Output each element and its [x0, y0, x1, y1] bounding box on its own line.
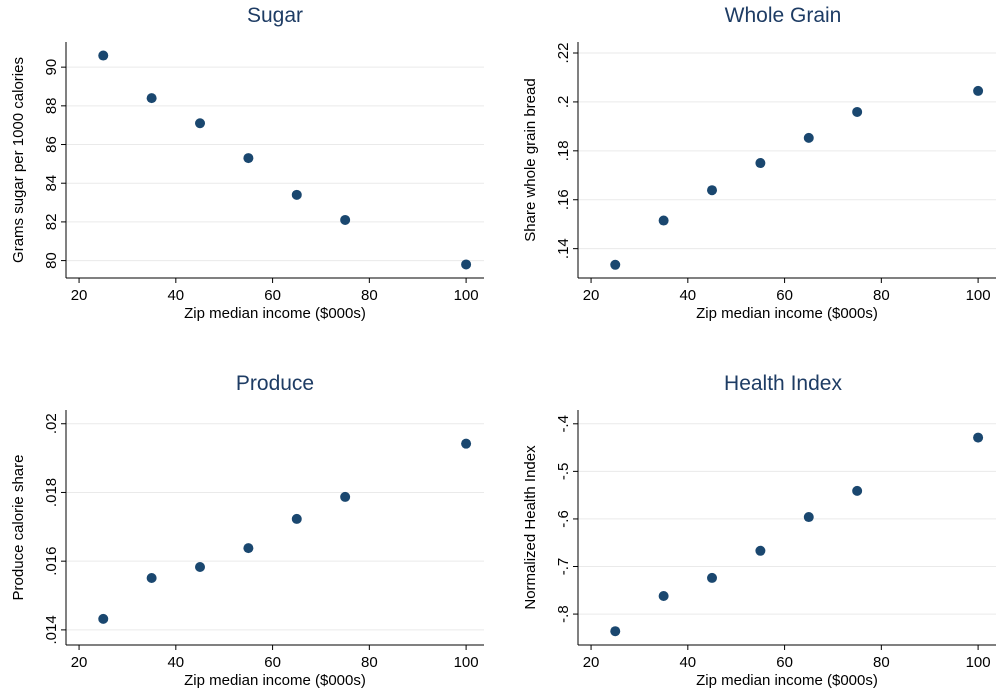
y-tick-label: .014	[43, 615, 60, 644]
y-axis-title: Share whole grain bread	[522, 78, 539, 241]
point	[755, 545, 766, 556]
point	[243, 153, 254, 164]
y-axis-title: Produce calorie share	[10, 455, 27, 601]
y-tick-label: -.5	[555, 463, 572, 481]
point	[610, 259, 621, 270]
point	[195, 562, 206, 573]
x-tick-label: 100	[966, 654, 991, 671]
x-tick-label: 40	[679, 654, 696, 671]
x-tick-label: 100	[966, 287, 991, 304]
x-tick-label: 60	[264, 654, 281, 671]
point	[461, 259, 472, 270]
point	[98, 50, 109, 61]
point	[973, 432, 984, 443]
y-tick-label: 90	[43, 59, 60, 76]
x-tick-label: 60	[264, 287, 281, 304]
y-tick-label: .2	[555, 96, 572, 109]
chart-title: Health Index	[724, 372, 842, 395]
x-axis-title: Zip median income ($000s)	[696, 305, 878, 322]
point	[610, 626, 621, 637]
y-axis-title: Grams sugar per 1000 calories	[10, 57, 27, 263]
x-axis-title: Zip median income ($000s)	[184, 672, 366, 689]
point	[658, 215, 669, 226]
x-tick-label: 80	[873, 654, 890, 671]
point	[803, 132, 814, 143]
point	[146, 93, 157, 104]
y-tick-label: 80	[43, 252, 60, 269]
x-tick-label: 80	[361, 654, 378, 671]
y-axis-title: Normalized Health Index	[522, 445, 539, 610]
point	[291, 513, 302, 524]
x-axis-title: Zip median income ($000s)	[184, 305, 366, 322]
point	[146, 573, 157, 584]
point	[243, 543, 254, 554]
chart-title: Whole Grain	[725, 4, 842, 27]
x-tick-label: 40	[679, 287, 696, 304]
x-tick-label: 20	[583, 654, 600, 671]
y-tick-label: .016	[43, 547, 60, 576]
point	[755, 158, 766, 169]
y-tick-label: .18	[555, 140, 572, 161]
y-tick-label: .22	[555, 43, 572, 64]
y-tick-label: -.8	[555, 605, 572, 623]
chart-title: Produce	[236, 372, 314, 395]
point	[340, 491, 351, 502]
y-tick-label: 86	[43, 136, 60, 153]
point	[803, 512, 814, 523]
x-tick-label: 60	[776, 654, 793, 671]
x-tick-label: 100	[454, 654, 479, 671]
y-tick-label: .14	[555, 238, 572, 259]
y-tick-label: 88	[43, 97, 60, 114]
y-tick-label: .16	[555, 189, 572, 210]
y-tick-label: -.4	[555, 415, 572, 433]
x-tick-label: 100	[454, 287, 479, 304]
chart-title: Sugar	[247, 4, 303, 27]
x-tick-label: 80	[873, 287, 890, 304]
point	[707, 185, 718, 196]
point	[340, 214, 351, 225]
y-tick-label: 84	[43, 175, 60, 192]
x-tick-label: 80	[361, 287, 378, 304]
x-tick-label: 20	[71, 654, 88, 671]
point	[658, 591, 669, 602]
x-tick-label: 20	[71, 287, 88, 304]
point	[291, 189, 302, 200]
y-tick-label: -.7	[555, 558, 572, 576]
y-tick-label: 82	[43, 214, 60, 231]
x-tick-label: 40	[167, 287, 184, 304]
point	[973, 85, 984, 96]
point	[195, 118, 206, 129]
point	[852, 485, 863, 496]
x-tick-label: 20	[583, 287, 600, 304]
y-tick-label: -.6	[555, 510, 572, 528]
x-tick-label: 60	[776, 287, 793, 304]
point	[98, 613, 109, 624]
x-axis-title: Zip median income ($000s)	[696, 672, 878, 689]
y-tick-label: .02	[43, 413, 60, 434]
x-tick-label: 40	[167, 654, 184, 671]
point	[707, 572, 718, 583]
point	[852, 106, 863, 117]
point	[461, 438, 472, 449]
y-tick-label: .018	[43, 478, 60, 507]
